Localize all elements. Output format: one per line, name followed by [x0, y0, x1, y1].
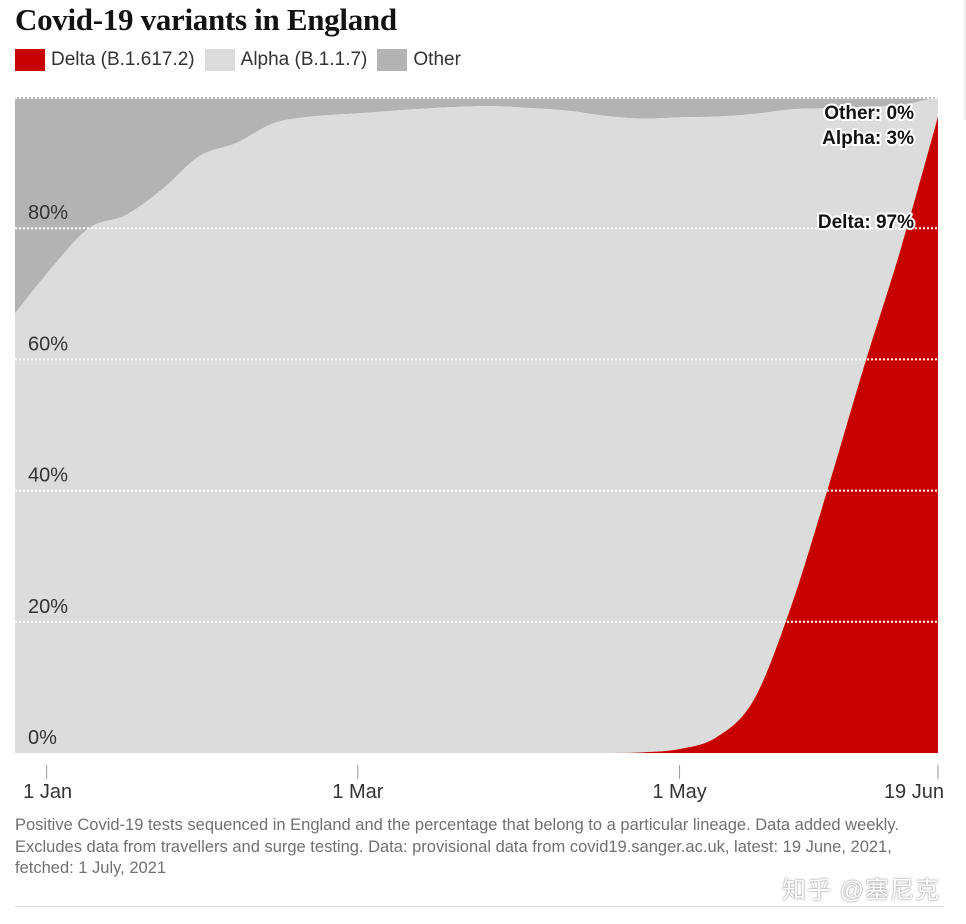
chart-caption: Positive Covid-19 tests sequenced in Eng…: [15, 816, 899, 877]
area-alpha: [15, 97, 938, 754]
legend-item-alpha: Alpha (B.1.1.7): [204, 49, 368, 71]
legend-swatch-alpha: [204, 49, 235, 71]
y-tick-label: 40%: [28, 465, 68, 487]
x-tick-label: 1 Jan: [23, 781, 72, 803]
y-tick-label: 20%: [28, 596, 68, 618]
legend: Delta (B.1.617.2) Alpha (B.1.1.7) Other: [15, 48, 471, 72]
end-label-delta: Delta: 97%: [818, 212, 914, 233]
chart-title: Covid-19 variants in England: [15, 2, 397, 37]
area-other: [15, 97, 938, 314]
y-tick-label: 0%: [28, 727, 57, 749]
legend-swatch-other: [377, 49, 408, 71]
stacked-area-chart: 0% 20% 40% 60% 80% 1 Jan 1 Mar 1 May 19 Jun Other…: [15, 97, 944, 803]
end-label-other: Other: 0%: [824, 103, 914, 124]
legend-item-delta: Delta (B.1.617.2): [15, 49, 195, 71]
y-tick-label: 80%: [28, 202, 68, 224]
end-label-alpha: Alpha: 3%: [822, 128, 914, 149]
x-tick-label: 19 Jun: [884, 781, 944, 803]
x-tick-label: 1 May: [652, 781, 706, 803]
legend-swatch-delta: [15, 49, 45, 71]
watermark-text: 知乎 @塞尼克: [781, 877, 940, 904]
chart-area: 0% 20% 40% 60% 80% 1 Jan 1 Mar 1 May 19 Jun Other…: [0, 88, 966, 808]
x-tick-label: 1 Mar: [332, 781, 383, 803]
page-edge-shadow: [962, 0, 966, 120]
legend-item-other: Other: [377, 49, 461, 71]
area-delta: [15, 116, 938, 754]
legend-label-alpha: Alpha (B.1.1.7): [240, 49, 368, 70]
legend-label-other: Other: [413, 49, 461, 70]
bottom-divider: [15, 906, 944, 907]
y-tick-label: 60%: [28, 333, 68, 355]
legend-label-delta: Delta (B.1.617.2): [51, 49, 195, 70]
